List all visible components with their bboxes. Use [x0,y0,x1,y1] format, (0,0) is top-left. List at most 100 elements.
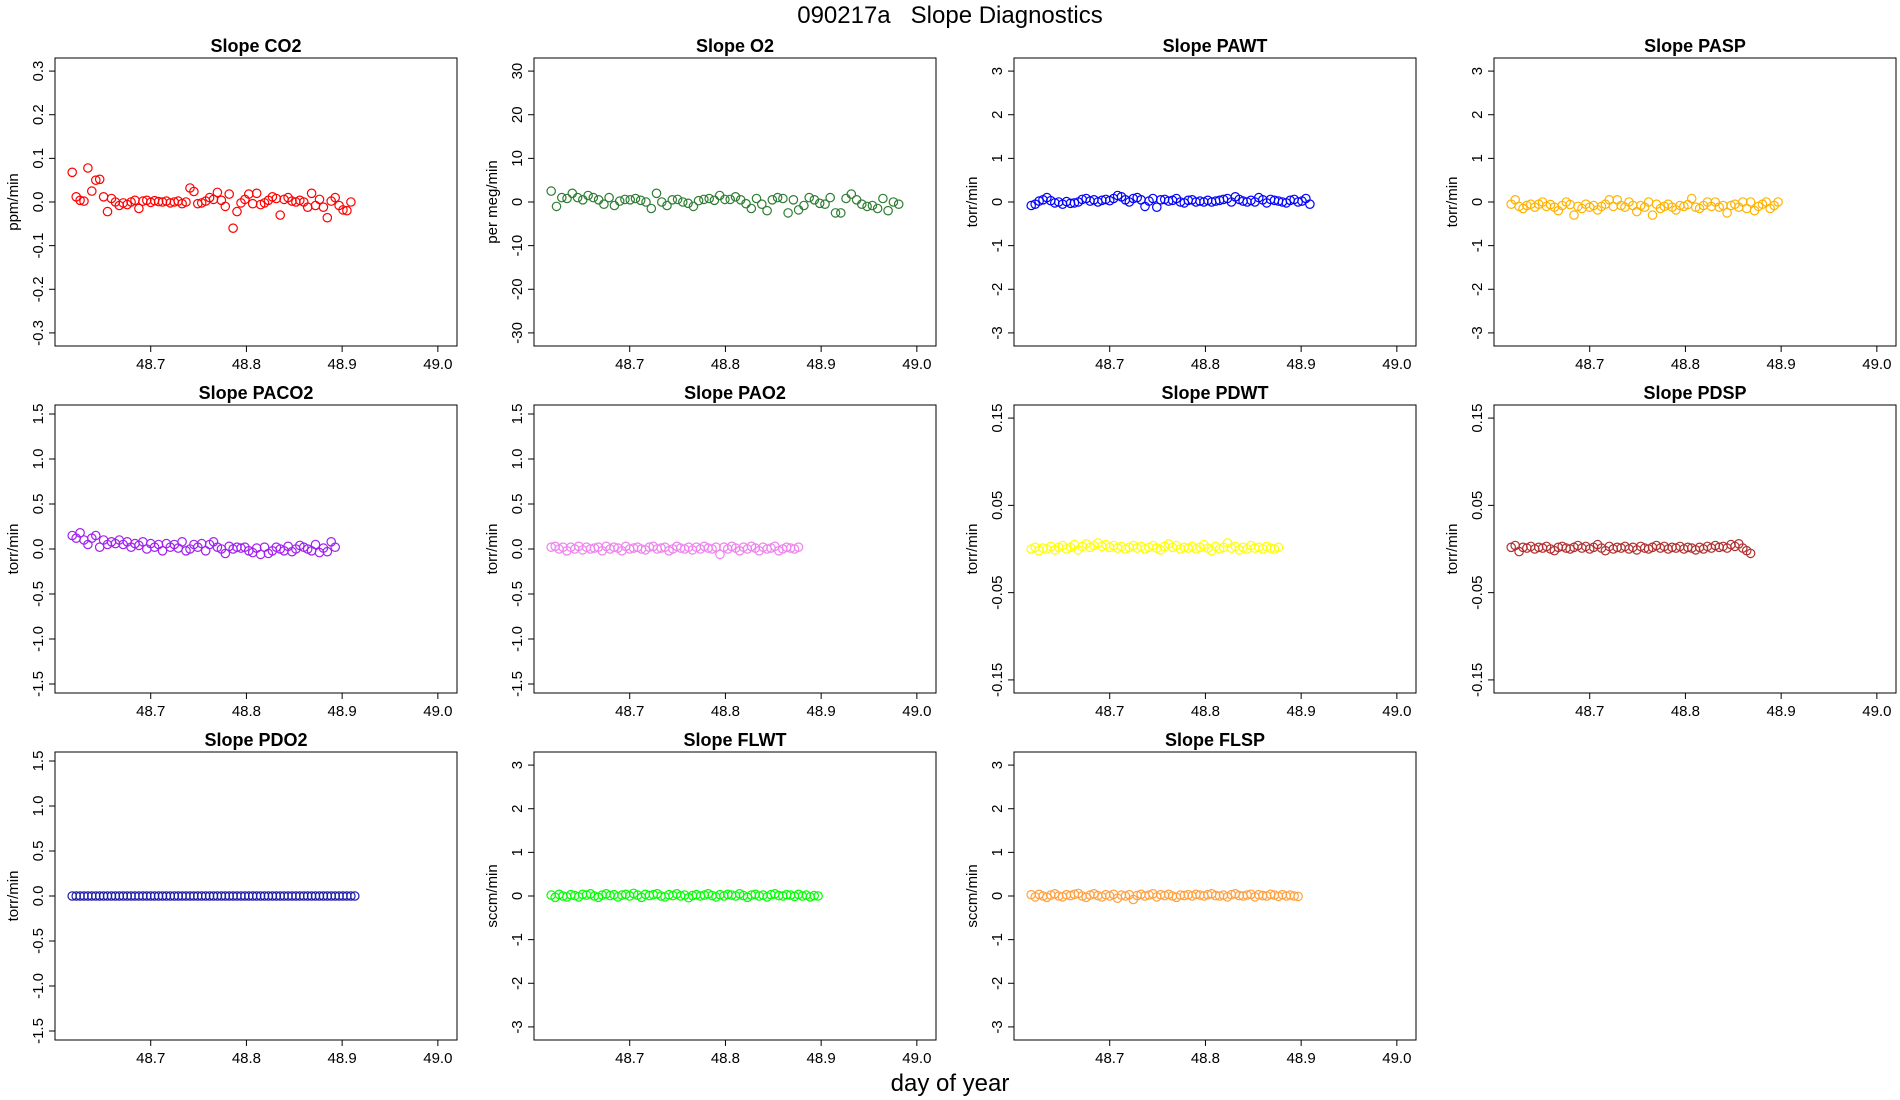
x-tick-label: 49.0 [1382,703,1411,720]
data-point [251,891,262,901]
y-tick-label: -2 [1469,283,1486,296]
data-point [94,891,105,901]
x-axis-title: day of year [890,1070,1010,1097]
y-axis-label: torr/min [964,177,981,228]
data-point [851,195,862,205]
data-point [157,545,168,556]
x-tick-label: 48.9 [807,356,836,373]
data-point [672,194,683,205]
data-point [688,201,699,212]
data-point [888,197,899,207]
y-tick-label: 1 [989,154,1006,162]
y-axis-label: sccm/min [964,864,981,927]
data-point [346,197,356,207]
y-tick-label: -0.05 [1469,576,1486,610]
y-tick-label: 1 [989,848,1006,856]
data-point [134,203,144,214]
y-tick-label: -3 [1469,326,1486,339]
data-point [646,203,657,214]
x-tick-label: 48.8 [232,1050,261,1067]
panel-slope-flsp: Slope FLSP sccm/min 3 2 1 0 -1 -2 -3 48.7 48.8 48.9… [964,730,1417,1067]
data-point [1686,193,1697,204]
data-point [867,200,878,211]
panel-slope-co2: Slope CO2 ppm/min 0.3 0.2 0.1 0.0 -0.1 -0.2 -0.3… [5,36,458,373]
x-tick-label: 49.0 [1382,1050,1411,1067]
x-tick-label: 49.0 [423,1050,452,1067]
data-point [677,197,688,207]
data-point [1722,208,1732,218]
data-point [228,223,238,233]
data-point [872,203,883,214]
data-point [620,194,630,205]
y-tick-label: 0.2 [30,104,47,125]
data-point [1120,891,1131,901]
data-point [693,195,704,206]
x-tick-label: 48.8 [232,703,261,720]
data-point [809,890,819,901]
data-point [662,200,672,211]
data-point [577,195,588,205]
x-tick-label: 48.8 [232,356,261,373]
data-point [232,206,242,217]
data-point [793,205,804,215]
data-point [588,192,599,203]
data-point [862,201,872,212]
x-tick-label: 48.8 [1191,356,1220,373]
y-tick-label: -0.2 [30,276,47,302]
data-point [820,199,830,209]
data-point [177,536,187,547]
data-point [342,205,352,216]
data-point [893,199,904,209]
x-tick-label: 49.0 [1862,703,1891,720]
data-point [878,193,888,204]
data-point [200,545,211,556]
x-tick-label: 48.8 [1671,356,1700,373]
x-tick-label: 49.0 [902,1050,931,1067]
data-point [793,542,804,552]
data-point [259,542,270,552]
y-tick-label: 0.15 [1469,403,1486,432]
data-point [153,891,164,901]
data-point [1152,202,1162,212]
data-point [330,192,340,203]
data-point [1569,210,1579,220]
data-point [189,186,199,197]
data-point [830,208,841,218]
panel-slope-flwt: Slope FLWT sccm/min 3 2 1 0 -1 -2 -3 48.7 48.8 48.9… [484,730,937,1067]
panel-title: Slope PASP [1644,36,1746,56]
y-tick-label: 0.0 [509,539,526,560]
y-tick-label: -1.0 [30,626,47,652]
data-point [349,891,360,901]
data-point [1745,197,1756,207]
y-tick-label: 1.5 [30,404,47,425]
y-tick-label: -1.0 [30,973,47,999]
data-point [841,193,851,204]
x-tick-label: 48.9 [1287,1050,1316,1067]
data-point [814,198,825,209]
panel-slope-paco2: Slope PACO2 torr/min 1.5 1.0 0.5 0.0 -0.5 -1.0 -… [5,383,458,720]
data-point [220,201,231,212]
data-point [212,187,223,198]
x-tick-label: 49.0 [423,356,452,373]
data-point [322,212,333,223]
y-tick-label: -1.5 [30,671,47,697]
x-tick-label: 48.7 [1575,703,1604,720]
data-point [322,546,333,557]
data-point [79,891,89,901]
x-tick-label: 48.8 [711,1050,740,1067]
y-tick-label: 1 [1469,154,1486,162]
data-point [846,189,857,199]
y-tick-label: -1.5 [509,671,526,697]
data-point [599,199,609,209]
x-tick-label: 48.9 [1287,356,1316,373]
panel-slope-pasp: Slope PASP torr/min 3 2 1 0 -1 -2 -3 48.7 48.8 48.9… [1444,36,1897,373]
data-point [79,196,89,206]
y-tick-label: 2 [989,111,1006,119]
data-point [216,195,227,206]
y-tick-label: -0.5 [30,581,47,607]
x-tick-label: 48.9 [1287,703,1316,720]
x-tick-label: 48.9 [328,703,357,720]
y-tick-label: 1.0 [30,449,47,470]
y-tick-label: 1.0 [509,449,526,470]
panel-title: Slope PACO2 [199,383,314,403]
